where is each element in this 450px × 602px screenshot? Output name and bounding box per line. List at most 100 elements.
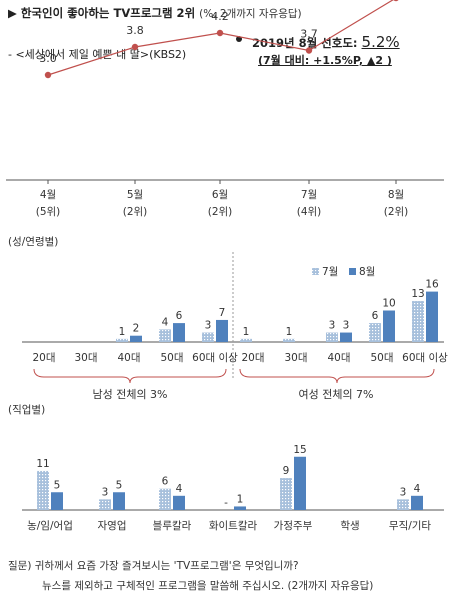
bar-august — [426, 291, 438, 342]
job-x-tick-label: 학생 — [340, 520, 359, 532]
bar-data-label: 5 — [54, 479, 61, 491]
job-x-tick-label: 블루칼라 — [153, 519, 192, 532]
male-total-label: 남성 전체의 3% — [92, 388, 167, 401]
bar-data-label: 9 — [283, 465, 290, 477]
bar-august — [130, 335, 142, 342]
bar-august — [113, 492, 125, 510]
job-x-tick-label: 자영업 — [98, 519, 127, 532]
bar-july — [280, 478, 292, 510]
survey-question-line1: 질문) 귀하께서 요즘 가장 즐겨보시는 'TV프로그램'은 무엇입니까? — [8, 560, 299, 572]
bar-august — [294, 456, 306, 510]
female-total-label: 여성 전체의 7% — [298, 388, 373, 401]
line-x-rank-label: (2위) — [384, 205, 409, 218]
legend-july-swatch — [312, 268, 319, 275]
bar-data-label: 7 — [219, 307, 226, 319]
preference-label: 2019년 8월 선호도: — [252, 36, 358, 50]
bar-august — [173, 323, 185, 342]
preference-summary: 2019년 8월 선호도: 5.2% — [252, 33, 400, 51]
line-x-tick-label: 4월 — [40, 189, 56, 201]
legend-july-label: 7월 — [322, 266, 338, 278]
male-brace — [33, 368, 227, 384]
bar-data-label: 15 — [293, 444, 306, 456]
bar-july — [369, 323, 381, 342]
bar-data-label: 3 — [102, 486, 109, 498]
bar-data-label: 5 — [116, 479, 123, 491]
program-subtitle: - <세상에서 제일 예쁜 내 딸>(KBS2) — [8, 48, 187, 61]
bar-data-label: 13 — [411, 288, 424, 300]
bar-august — [411, 495, 423, 510]
line-data-label: 3.8 — [126, 24, 144, 37]
survey-question-line2: 뉴스를 제외하고 구체적인 프로그램을 말씀해 주십시오. (2개까지 자유응답… — [42, 580, 374, 592]
bar-july — [397, 499, 409, 510]
line-x-tick-label: 6월 — [212, 189, 228, 201]
age-x-tick-label: 20대 — [32, 352, 55, 364]
preference-change: (7월 대비: +1.5%P, ▲2 ) — [258, 54, 392, 67]
bar-data-label: 6 — [176, 310, 183, 322]
line-point — [131, 43, 139, 51]
age-x-tick-label: 50대 — [160, 352, 183, 364]
bar-data-label: 6 — [372, 310, 379, 322]
bar-data-label: 2 — [133, 323, 140, 335]
age-x-tick-label: 30대 — [74, 352, 97, 364]
job-x-tick-label: 화이트칼라 — [209, 519, 258, 532]
age-x-tick-label: 60대 이상 — [402, 352, 448, 364]
bar-july — [37, 470, 49, 510]
bar-july — [326, 332, 338, 342]
line-x-rank-label: (4위) — [297, 205, 322, 218]
job-x-tick-label: 가정주부 — [274, 520, 313, 532]
bar-data-label: 3 — [205, 320, 212, 332]
bar-july — [283, 338, 295, 342]
age-x-tick-label: 50대 — [370, 352, 393, 364]
bar-data-label: 4 — [414, 483, 421, 495]
line-point — [305, 47, 313, 54]
bar-august — [51, 492, 63, 510]
job-x-tick-label: 농/임/어업 — [27, 519, 73, 532]
line-x-rank-label: (5위) — [36, 205, 61, 218]
age-x-tick-label: 40대 — [117, 352, 140, 364]
bar-july — [202, 332, 214, 342]
bar-data-label: 4 — [176, 483, 183, 495]
line-data-label: 3.0 — [39, 52, 57, 65]
preference-value: 5.2% — [361, 33, 400, 51]
bar-data-label: 6 — [162, 476, 169, 488]
legend-aug-swatch — [349, 268, 356, 275]
bar-august — [216, 319, 228, 342]
line-data-label: 4.2 — [211, 10, 229, 23]
female-brace — [239, 368, 435, 384]
title-text: ▶ 한국인이 좋아하는 TV프로그램 2위 — [8, 6, 196, 20]
line-x-tick-label: 5월 — [127, 189, 143, 201]
age-x-tick-label: 40대 — [327, 352, 350, 364]
bar-data-label: 11 — [36, 458, 49, 470]
line-point — [44, 71, 52, 79]
bar-data-label: 4 — [162, 316, 169, 328]
age-x-tick-label: 30대 — [284, 352, 307, 364]
job-section-label: (직업별) — [8, 404, 46, 416]
bar-july — [240, 338, 252, 342]
bar-data-label: 3 — [329, 320, 336, 332]
age-section-label: (성/연령별) — [8, 236, 59, 248]
line-x-tick-label: 8월 — [388, 189, 404, 201]
legend-aug-label: 8월 — [359, 266, 375, 278]
bullet-dot-icon — [236, 36, 242, 42]
bar-july — [159, 329, 171, 342]
bar-data-label: - — [224, 497, 228, 509]
bar-data-label: 1 — [286, 326, 293, 338]
bar-july — [99, 499, 111, 510]
age-x-tick-label: 20대 — [241, 352, 264, 364]
age-x-tick-label: 60대 이상 — [192, 352, 238, 364]
bar-data-label: 1 — [237, 493, 244, 505]
chart-title: ▶ 한국인이 좋아하는 TV프로그램 2위 (%, 2개까지 자유응답) — [8, 5, 302, 21]
line-data-label: 3.7 — [300, 28, 318, 41]
bar-data-label: 3 — [343, 320, 350, 332]
title-note: (%, 2개까지 자유응답) — [199, 8, 302, 20]
job-x-tick-label: 무직/기타 — [389, 520, 432, 532]
line-x-tick-label: 7월 — [301, 189, 317, 201]
bar-data-label: 1 — [119, 326, 126, 338]
bar-data-label: 10 — [382, 298, 395, 310]
line-x-rank-label: (2위) — [123, 205, 148, 218]
line-x-rank-label: (2위) — [208, 205, 233, 218]
bar-data-label: 3 — [400, 486, 407, 498]
bar-data-label: 16 — [425, 279, 439, 291]
bar-july — [116, 338, 128, 342]
